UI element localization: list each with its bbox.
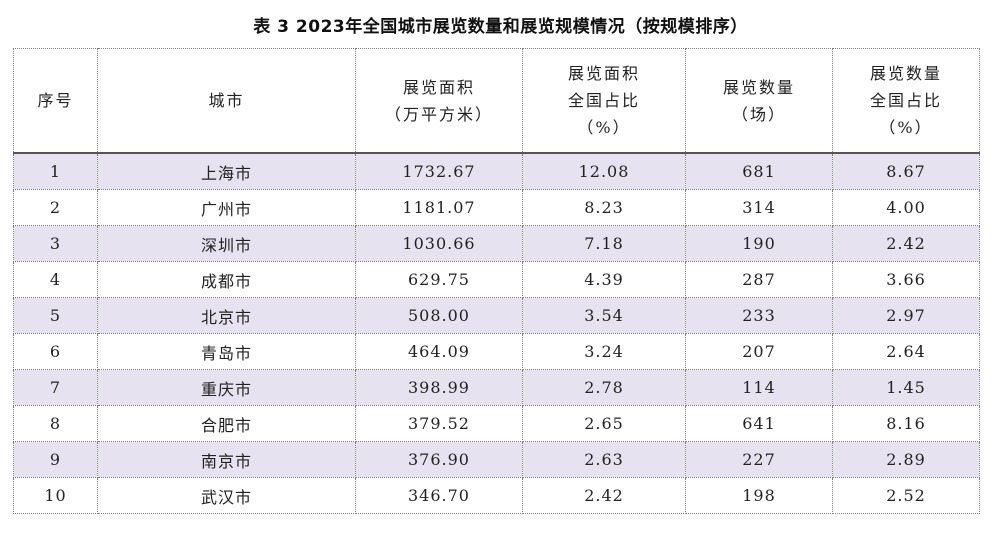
cell-exhibition-area: 464.09 [355,333,523,370]
cell-area-share: 4.39 [522,261,686,298]
header-line: （%） [879,118,933,137]
header-line: 城市 [208,91,245,110]
cell-rank: 3 [13,225,98,262]
cell-exhibition-count: 681 [685,152,833,190]
cell-area-share: 2.63 [522,441,686,478]
cell-exhibition-area: 398.99 [355,369,523,406]
table-row: 6 青岛市 464.09 3.24 207 2.64 [13,333,980,370]
table-row: 7 重庆市 398.99 2.78 114 1.45 [13,369,980,406]
cell-count-share: 2.64 [832,333,980,370]
cell-count-share: 3.66 [832,261,980,298]
cell-city: 上海市 [97,152,356,190]
table-row: 5 北京市 508.00 3.54 233 2.97 [13,297,980,334]
cell-city: 重庆市 [97,369,356,406]
table-header: 序号 城市 展览面积 （万平方米） 展览面积全国占比 （%） 展览数量 （场） 展览数量全国占比… [13,48,980,154]
cell-count-share: 2.52 [832,477,980,514]
cell-count-share: 1.45 [832,369,980,406]
table-row: 4 成都市 629.75 4.39 287 3.66 [13,261,980,298]
cell-rank: 9 [13,441,98,478]
table-row: 2 广州市 1181.07 8.23 314 4.00 [13,189,980,226]
cell-exhibition-count: 227 [685,441,833,478]
header-count-national-share: 展览数量全国占比 （%） [832,48,980,154]
cell-count-share: 4.00 [832,189,980,226]
cell-city: 成都市 [97,261,356,298]
header-rank: 序号 [13,48,98,154]
cell-city: 深圳市 [97,225,356,262]
cell-exhibition-count: 114 [685,369,833,406]
header-line: 展览数量 [722,77,795,97]
cell-exhibition-area: 1030.66 [355,225,523,262]
cell-city: 合肥市 [97,405,356,442]
cell-exhibition-count: 198 [685,477,833,514]
cell-exhibition-area: 1181.07 [355,189,523,226]
cell-exhibition-area: 1732.67 [355,152,523,190]
header-line: 展览面积 [402,77,475,97]
cell-rank: 1 [13,152,98,190]
cell-rank: 8 [13,405,98,442]
cell-city: 青岛市 [97,333,356,370]
cell-area-share: 2.65 [522,405,686,442]
cell-count-share: 8.67 [832,152,980,190]
header-city: 城市 [97,48,356,154]
header-line: 序号 [37,91,74,110]
cell-exhibition-area: 376.90 [355,441,523,478]
table-row: 3 深圳市 1030.66 7.18 190 2.42 [13,225,980,262]
cell-exhibition-area: 346.70 [355,477,523,514]
table-row: 10 武汉市 346.70 2.42 198 2.52 [13,477,980,514]
cell-rank: 10 [13,477,98,514]
table-row: 9 南京市 376.90 2.63 227 2.89 [13,441,980,478]
table-row: 8 合肥市 379.52 2.65 641 8.16 [13,405,980,442]
cell-area-share: 8.23 [522,189,686,226]
table-body: 1 上海市 1732.67 12.08 681 8.67 2 广州市 1181.07 8.23 31… [13,152,980,514]
cell-count-share: 2.97 [832,297,980,334]
exhibition-table: 序号 城市 展览面积 （万平方米） 展览面积全国占比 （%） 展览数量 （场） 展览数量全国占比… [13,48,980,514]
header-exhibition-count: 展览数量 （场） [685,48,833,154]
table-caption: 表 3 2023年全国城市展览数量和展览规模情况（按规模排序） [253,17,748,37]
cell-rank: 2 [13,189,98,226]
cell-exhibition-count: 207 [685,333,833,370]
cell-rank: 6 [13,333,98,370]
header-line: （%） [577,118,631,137]
cell-city: 武汉市 [97,477,356,514]
cell-rank: 7 [13,369,98,406]
cell-area-share: 3.24 [522,333,686,370]
header-row: 序号 城市 展览面积 （万平方米） 展览面积全国占比 （%） 展览数量 （场） 展览数量全国占比… [13,48,980,154]
cell-area-share: 2.78 [522,369,686,406]
cell-exhibition-count: 641 [685,405,833,442]
header-line: （场） [731,104,786,124]
cell-exhibition-area: 629.75 [355,261,523,298]
cell-area-share: 12.08 [522,152,686,190]
cell-count-share: 2.89 [832,441,980,478]
cell-exhibition-area: 508.00 [355,297,523,334]
header-line: （万平方米） [384,104,493,124]
cell-rank: 4 [13,261,98,298]
cell-exhibition-count: 314 [685,189,833,226]
cell-city: 南京市 [97,441,356,478]
cell-exhibition-count: 233 [685,297,833,334]
cell-exhibition-area: 379.52 [355,405,523,442]
cell-area-share: 3.54 [522,297,686,334]
cell-count-share: 8.16 [832,405,980,442]
cell-area-share: 7.18 [522,225,686,262]
header-line: 全国占比 [567,91,640,110]
cell-rank: 5 [13,297,98,334]
cell-city: 广州市 [97,189,356,226]
cell-count-share: 2.42 [832,225,980,262]
header-line: 展览数量 [869,64,942,83]
header-area-national-share: 展览面积全国占比 （%） [522,48,686,154]
cell-exhibition-count: 190 [685,225,833,262]
cell-area-share: 2.42 [522,477,686,514]
header-line: 展览面积 [567,64,640,83]
header-line: 全国占比 [869,91,942,110]
header-exhibition-area: 展览面积 （万平方米） [355,48,523,154]
table-row: 1 上海市 1732.67 12.08 681 8.67 [13,152,980,190]
cell-exhibition-count: 287 [685,261,833,298]
cell-city: 北京市 [97,297,356,334]
